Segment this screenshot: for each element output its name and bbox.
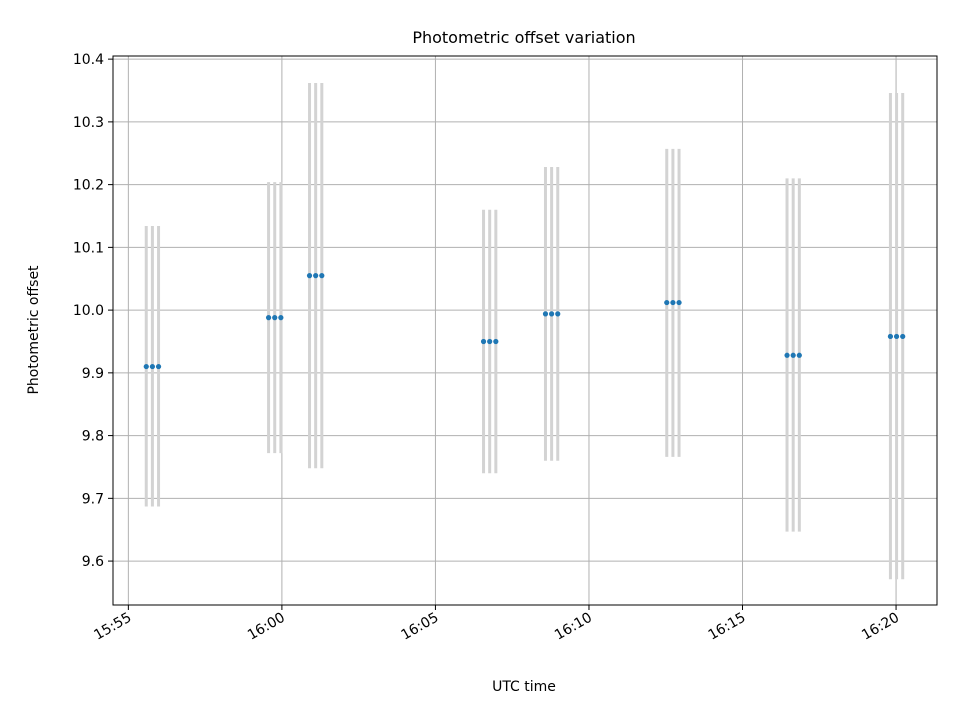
y-tick-label: 10.2 xyxy=(73,178,104,194)
y-tick-label: 10.4 xyxy=(73,52,104,68)
data-point xyxy=(664,299,670,306)
y-axis: 9.6 9.7 9.8 9.9 10.0 10.1 10.2 10.3 10.4 xyxy=(73,52,113,570)
data-point xyxy=(487,338,493,345)
data-point xyxy=(155,363,162,370)
data-point xyxy=(555,311,561,317)
y-tick-label: 9.9 xyxy=(82,366,104,382)
data-point xyxy=(480,338,487,345)
data-point xyxy=(790,352,796,358)
data-point xyxy=(542,311,549,317)
chart-title: Photometric offset variation xyxy=(412,28,635,47)
data-point xyxy=(265,315,272,321)
data-point xyxy=(549,311,555,317)
grid xyxy=(113,56,937,605)
data-point xyxy=(670,299,676,306)
data-point xyxy=(493,338,499,345)
data-point xyxy=(143,363,149,370)
y-tick-label: 10.3 xyxy=(73,115,104,131)
plot-frame xyxy=(112,55,938,606)
data-point xyxy=(319,273,325,279)
data-point xyxy=(278,315,284,321)
data-point xyxy=(796,352,802,358)
y-tick-label: 9.6 xyxy=(82,554,104,570)
data-point xyxy=(900,333,906,340)
y-tick-label: 10.0 xyxy=(73,303,104,319)
data-point xyxy=(272,315,278,321)
data-points xyxy=(143,273,906,370)
y-tick-label: 9.7 xyxy=(82,491,104,507)
y-tick-label: 10.1 xyxy=(73,240,104,256)
data-point xyxy=(893,333,900,340)
x-axis-label: UTC time xyxy=(492,679,556,695)
data-point xyxy=(784,352,790,358)
data-point xyxy=(149,363,156,370)
data-point xyxy=(887,333,894,340)
y-tick-label: 9.8 xyxy=(82,429,104,445)
y-axis-label: Photometric offset xyxy=(26,265,42,395)
data-point xyxy=(306,273,313,279)
data-point xyxy=(313,273,319,279)
data-point xyxy=(676,299,682,306)
